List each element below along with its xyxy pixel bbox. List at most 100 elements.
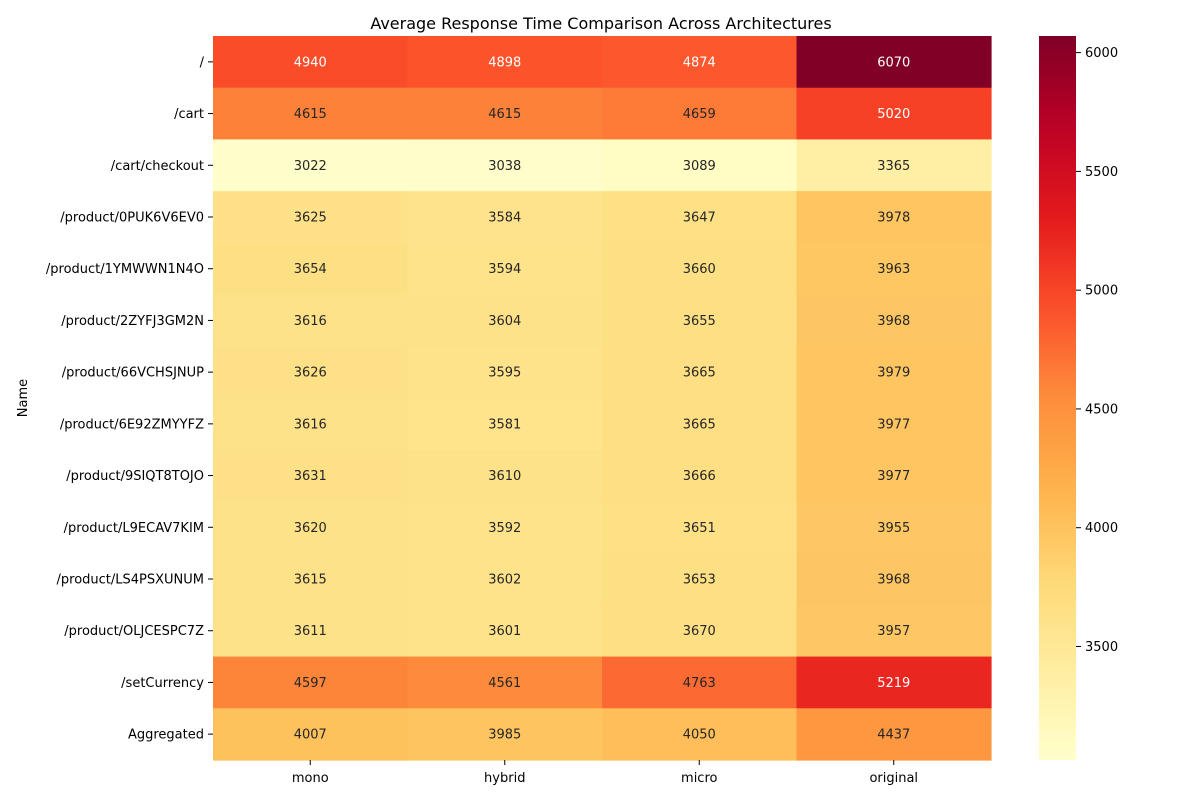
cell-value-label: 3666 [683, 469, 716, 484]
cell-value-label: 3616 [294, 417, 327, 432]
cell-value-label: 3581 [488, 417, 521, 432]
cell-value-label: 3620 [294, 521, 327, 536]
heatmap-cell [407, 294, 603, 347]
heatmap-cell [407, 139, 603, 192]
cell-value-label: 3616 [294, 314, 327, 329]
y-axis-label: Name [16, 379, 31, 417]
heatmap-cell [602, 656, 798, 709]
cell-value-label: 3602 [488, 573, 521, 588]
heatmap-cell [407, 708, 603, 761]
cell-value-label: 3626 [294, 366, 327, 381]
heatmap-cell [213, 604, 409, 658]
y-tick-label: /cart/checkout [111, 159, 204, 174]
heatmap-cell [213, 87, 409, 141]
y-tick-label: /product/2ZYFJ3GM2N [61, 314, 204, 329]
cell-value-label: 4597 [294, 676, 327, 691]
heatmap-cell [796, 604, 992, 658]
cell-value-label: 3038 [488, 159, 521, 174]
heatmap-cell [602, 501, 798, 554]
y-tick-label: /product/6E92ZMYYFZ [60, 417, 204, 432]
heatmap-cell [796, 708, 992, 761]
heatmap-cell [407, 656, 603, 709]
colorbar-tick-label: 5500 [1085, 165, 1118, 180]
cell-value-label: 5020 [877, 107, 910, 122]
cell-value-label: 3365 [877, 159, 910, 174]
cell-value-label: 3584 [488, 211, 521, 226]
cell-value-label: 3957 [877, 624, 910, 639]
cell-value-label: 3660 [683, 262, 716, 277]
cell-value-label: 3595 [488, 366, 521, 381]
cell-value-label: 4874 [683, 55, 716, 70]
cell-value-label: 6070 [877, 55, 910, 70]
heatmap-cell [602, 294, 798, 347]
cell-value-label: 3665 [683, 366, 716, 381]
colorbar-tick-label: 5000 [1085, 284, 1118, 299]
heatmap-cell [407, 191, 603, 244]
cell-value-label: 3601 [488, 624, 521, 639]
cell-value-label: 3615 [294, 573, 327, 588]
heatmap-cell [213, 294, 409, 347]
y-tick-label: /setCurrency [121, 676, 204, 691]
heatmap-cell [602, 708, 798, 761]
cell-value-label: 3654 [294, 262, 327, 277]
y-tick-label: /cart [174, 107, 204, 122]
cell-value-label: 4050 [683, 728, 716, 743]
cell-value-label: 4659 [683, 107, 716, 122]
heatmap-cell [796, 294, 992, 347]
cell-value-label: 3611 [294, 624, 327, 639]
heatmap-cell [796, 656, 992, 709]
cell-value-label: 3651 [683, 521, 716, 536]
heatmap-cell [602, 346, 798, 399]
y-tick-label: /product/L9ECAV7KIM [64, 521, 204, 536]
heatmap-cell [602, 139, 798, 192]
heatmap-cell [602, 398, 798, 451]
x-tick-label: mono [292, 771, 329, 786]
heatmap-cell [796, 139, 992, 192]
x-tick-label: micro [681, 771, 717, 786]
y-tick-label: Aggregated [128, 728, 204, 743]
x-tick-label: hybrid [484, 771, 525, 786]
cell-value-label: 4437 [877, 728, 910, 743]
heatmap-cell [213, 398, 409, 451]
cell-value-label: 4615 [294, 107, 327, 122]
heatmap-cell [407, 449, 603, 503]
heatmap-cell [213, 139, 409, 192]
heatmap-cell [407, 501, 603, 554]
x-tick-label: original [869, 771, 918, 786]
cell-value-label: 3968 [877, 314, 910, 329]
cell-value-label: 4561 [488, 676, 521, 691]
x-tick-labels: mono hybrid micro original [292, 760, 918, 786]
heatmap-cell [407, 36, 603, 89]
colorbar-tick-label: 4500 [1085, 402, 1118, 417]
heatmap-cell [213, 656, 409, 709]
heatmap-cell [796, 87, 992, 141]
cell-value-label: 3647 [683, 211, 716, 226]
cell-value-label: 3968 [877, 573, 910, 588]
heatmap-cell [407, 346, 603, 399]
cell-value-label: 4763 [683, 676, 716, 691]
y-tick-label: /product/0PUK6V6EV0 [60, 211, 204, 226]
heatmap-cell [796, 346, 992, 399]
heatmap-cell [407, 553, 603, 606]
heatmap-cell [213, 36, 409, 89]
colorbar-tick-label: 4000 [1085, 521, 1118, 536]
y-tick-label: /product/OLJCESPC7Z [64, 624, 204, 639]
cell-value-label: 3592 [488, 521, 521, 536]
cell-value-label: 3604 [488, 314, 521, 329]
heatmap-cell [602, 87, 798, 141]
y-tick-label: /product/LS4PSXUNUM [57, 573, 205, 588]
cell-value-label: 4940 [294, 55, 327, 70]
heatmap-cell [213, 501, 409, 554]
cell-value-label: 3977 [877, 417, 910, 432]
colorbar-tick-label: 6000 [1085, 46, 1118, 61]
y-tick-labels: / /cart/cart/checkout/product/0PUK6V6EV0 /… [46, 55, 213, 743]
cell-value-label: 3985 [488, 728, 521, 743]
heatmap-cells: 4940 4898 4874 6070 4615 4615 4659 5020 3022 3038… [213, 36, 992, 761]
chart-title: Average Response Time Comparison Across … [370, 14, 831, 33]
y-tick-label: /product/1YMWWN1N4O [46, 262, 204, 277]
cell-value-label: 3089 [683, 159, 716, 174]
cell-value-label: 3655 [683, 314, 716, 329]
heatmap-cell [213, 708, 409, 761]
heatmap-cell [407, 87, 603, 141]
